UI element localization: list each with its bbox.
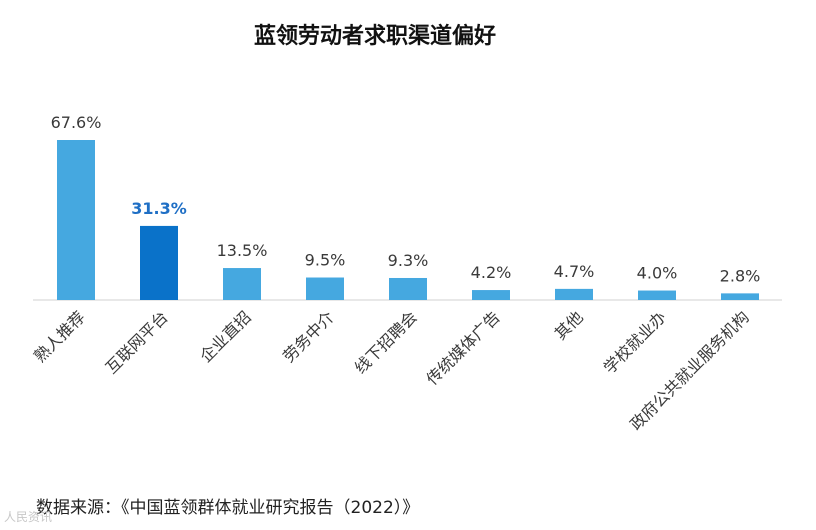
data-label-4: 9.3% — [388, 251, 429, 270]
watermark: 人民资讯 — [4, 510, 53, 524]
data-label-7: 4.0% — [637, 264, 678, 283]
bar-chart: 67.6% 熟人推荐 31.3% 互联网平台 13.5% 企业直招 9.5% 劳务中介 9.3%… — [30, 113, 782, 434]
bar-7 — [638, 290, 676, 300]
bar-4 — [389, 277, 427, 300]
bar-1 — [140, 225, 178, 300]
bar-2 — [223, 268, 261, 300]
data-label-2: 13.5% — [217, 241, 268, 260]
category-label-5: 传统媒体广告 — [423, 307, 504, 388]
category-label-6: 其他 — [551, 307, 587, 343]
category-label-7: 学校就业办 — [600, 307, 670, 377]
category-label-2: 企业直招 — [196, 307, 255, 366]
bar-3 — [306, 277, 344, 300]
bar-5 — [472, 290, 510, 300]
bar-0 — [57, 140, 95, 300]
data-label-0: 67.6% — [51, 113, 102, 132]
data-label-5: 4.2% — [471, 263, 512, 282]
category-label-1: 互联网平台 — [102, 307, 172, 377]
bar-6 — [555, 288, 593, 300]
data-label-6: 4.7% — [554, 262, 595, 281]
category-label-0: 熟人推荐 — [30, 307, 89, 366]
category-label-4: 线下招聘会 — [351, 307, 421, 377]
source-note: 数据来源：《中国蓝领群体就业研究报告（2022）》 — [36, 498, 420, 518]
chart-title: 蓝领劳动者求职渠道偏好 — [253, 24, 496, 49]
data-label-3: 9.5% — [305, 251, 346, 270]
data-label-8: 2.8% — [720, 266, 761, 285]
data-label-1: 31.3% — [131, 199, 187, 218]
bar-8 — [721, 293, 759, 300]
category-label-3: 劳务中介 — [279, 307, 338, 366]
